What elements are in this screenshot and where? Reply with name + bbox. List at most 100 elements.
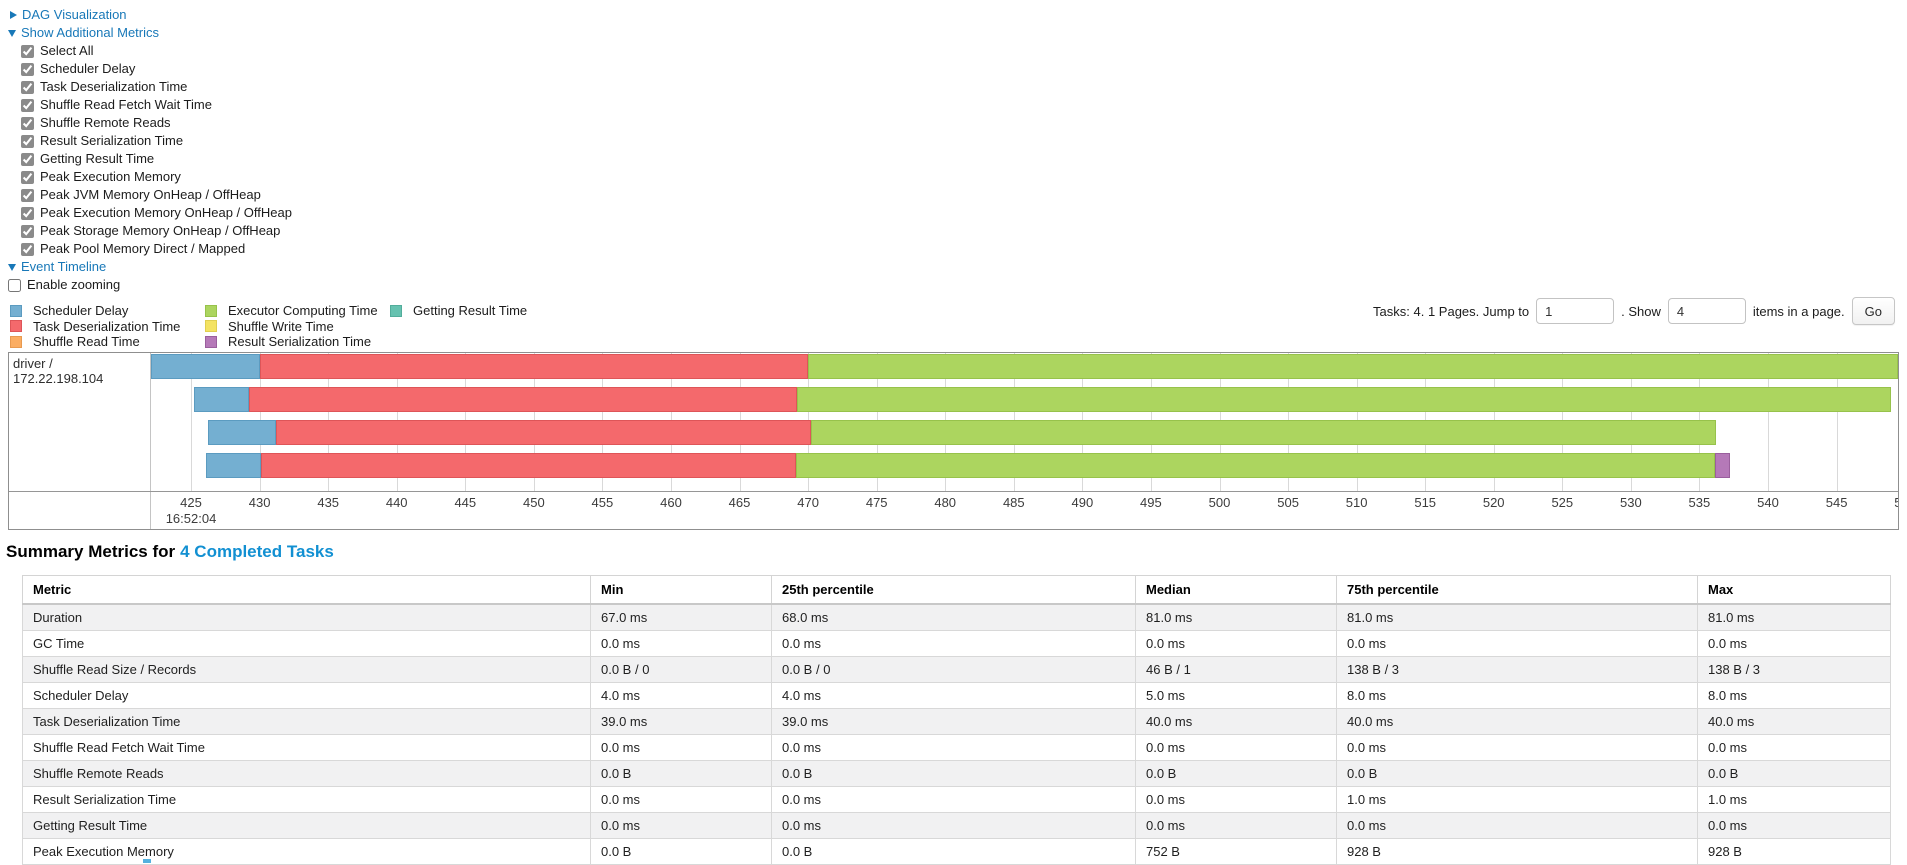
checkbox[interactable] xyxy=(21,242,34,256)
table-row: Scheduler Delay 4.0 ms 4.0 ms 5.0 ms 8.0 ms 8… xyxy=(22,682,1891,709)
dag-visualization-toggle[interactable]: DAG Visualization xyxy=(8,6,292,24)
page-size-input[interactable] xyxy=(1667,298,1746,324)
timeline-axis: 425 430 435 440 445 450 455 460 465 470 475 480 485 4… xyxy=(9,492,1898,529)
task-timeline-row xyxy=(9,354,1898,379)
metric-checkbox-task-deserialization-time[interactable]: Task Deserialization Time xyxy=(21,78,292,96)
checkbox[interactable] xyxy=(21,170,34,184)
task-segment-scheduler-delay[interactable] xyxy=(151,354,260,379)
axis-tick-label: 500 xyxy=(1208,495,1231,510)
checkbox[interactable] xyxy=(21,188,34,202)
metric-checkbox-result-serialization-time[interactable]: Result Serialization Time xyxy=(21,132,292,150)
legend-label: Shuffle Read Time xyxy=(33,334,140,349)
metric-checkbox-peak-jvm-memory-onheap-offheap[interactable]: Peak JVM Memory OnHeap / OffHeap xyxy=(21,186,292,204)
checkbox[interactable] xyxy=(21,80,34,94)
axis-tick-label: 465 xyxy=(728,495,751,510)
task-segment-task-deserialization-time[interactable] xyxy=(261,453,796,478)
checkbox[interactable] xyxy=(21,134,34,148)
chevron-down-icon xyxy=(8,263,16,271)
metric-value-cell: 0.0 ms xyxy=(771,786,1136,813)
metric-name-cell: GC Time xyxy=(22,630,591,657)
checkbox[interactable] xyxy=(21,206,34,220)
table-row: Duration 67.0 ms 68.0 ms 81.0 ms 81.0 ms 81.0… xyxy=(22,603,1891,631)
enable-zooming-checkbox[interactable]: Enable zooming xyxy=(8,276,292,294)
metric-value-cell: 0.0 ms xyxy=(590,630,772,657)
task-segment-scheduler-delay[interactable] xyxy=(207,420,277,445)
table-header-row: Metric Min 25th percentile Median 75th perce… xyxy=(22,575,1891,605)
metric-checkbox-shuffle-remote-reads[interactable]: Shuffle Remote Reads xyxy=(21,114,292,132)
metric-checkbox-label: Getting Result Time xyxy=(40,151,155,166)
metric-checkbox-label: Peak Execution Memory OnHeap / OffHeap xyxy=(40,205,292,220)
metric-value-cell: 0.0 B xyxy=(1697,760,1891,787)
partial-cutoff-element xyxy=(143,859,151,863)
metric-checkbox-label: Peak Pool Memory Direct / Mapped xyxy=(40,241,246,256)
checkbox[interactable] xyxy=(21,44,34,58)
legend-item-scheduler-delay: Scheduler Delay xyxy=(10,303,180,319)
metric-checkbox-peak-execution-memory[interactable]: Peak Execution Memory xyxy=(21,168,292,186)
checkbox[interactable] xyxy=(21,116,34,130)
task-segment-task-deserialization-time[interactable] xyxy=(248,387,798,412)
legend-label: Task Deserialization Time xyxy=(33,318,181,334)
metric-checkbox-scheduler-delay[interactable]: Scheduler Delay xyxy=(21,60,292,78)
metric-checkbox-peak-pool-memory-direct-mapped[interactable]: Peak Pool Memory Direct / Mapped xyxy=(21,240,292,258)
metric-checkbox-peak-execution-memory-onheap-offheap[interactable]: Peak Execution Memory OnHeap / OffHeap xyxy=(21,204,292,222)
metric-value-cell: 39.0 ms xyxy=(590,708,772,735)
axis-tick-label: 435 xyxy=(317,495,340,510)
task-segment-executor-computing-time[interactable] xyxy=(797,387,1892,412)
metric-value-cell: 39.0 ms xyxy=(771,708,1136,735)
metric-value-cell: 81.0 ms xyxy=(1135,603,1337,631)
summary-metrics-heading: Summary Metrics for 4 Completed Tasks xyxy=(6,542,334,562)
go-button[interactable]: Go xyxy=(1851,297,1895,325)
event-timeline-toggle[interactable]: Event Timeline xyxy=(8,258,292,276)
metric-name-cell: Shuffle Read Size / Records xyxy=(22,656,591,683)
metric-checkbox-peak-storage-memory-onheap-offheap[interactable]: Peak Storage Memory OnHeap / OffHeap xyxy=(21,222,292,240)
axis-time-base-label: 16:52:04 xyxy=(165,511,217,526)
metric-checkbox-select-all[interactable]: Select All xyxy=(21,42,292,60)
legend-item-executor-computing-time: Executor Computing Time xyxy=(205,303,378,319)
checkbox[interactable] xyxy=(21,152,34,166)
metric-checkbox-shuffle-read-fetch-wait-time[interactable]: Shuffle Read Fetch Wait Time xyxy=(21,96,292,114)
metric-value-cell: 0.0 ms xyxy=(1697,630,1891,657)
metric-value-cell: 0.0 ms xyxy=(1135,734,1337,761)
checkbox[interactable] xyxy=(21,224,34,238)
axis-tick-label: 535 xyxy=(1688,495,1711,510)
event-timeline-chart: driver / 172.22.198.104 425 430 435 440 445 4… xyxy=(8,352,1899,530)
metric-value-cell: 0.0 ms xyxy=(771,812,1136,839)
task-segment-result-serialization-time[interactable] xyxy=(1714,453,1730,478)
metric-value-cell: 0.0 B / 0 xyxy=(590,656,772,683)
metric-value-cell: 1.0 ms xyxy=(1697,786,1891,813)
metric-checkbox-label: Result Serialization Time xyxy=(40,133,184,148)
metric-value-cell: 81.0 ms xyxy=(1697,603,1891,631)
metric-value-cell: 81.0 ms xyxy=(1336,603,1698,631)
task-segment-task-deserialization-time[interactable] xyxy=(276,420,811,445)
task-timeline-row xyxy=(9,420,1898,445)
metric-checkbox-label: Task Deserialization Time xyxy=(40,79,188,94)
task-segment-task-deserialization-time[interactable] xyxy=(259,354,809,379)
checkbox[interactable] xyxy=(8,278,21,292)
timeline-plot-area xyxy=(9,353,1898,491)
legend-label: Getting Result Time xyxy=(413,303,528,318)
task-segment-scheduler-delay[interactable] xyxy=(193,387,249,412)
completed-tasks-link[interactable]: 4 Completed Tasks xyxy=(180,542,334,561)
checkbox[interactable] xyxy=(21,62,34,76)
metric-value-cell: 0.0 ms xyxy=(1336,734,1698,761)
task-segment-executor-computing-time[interactable] xyxy=(810,420,1716,445)
metric-name-cell: Scheduler Delay xyxy=(22,682,591,709)
task-segment-executor-computing-time[interactable] xyxy=(808,354,1898,379)
metric-value-cell: 0.0 ms xyxy=(1135,630,1337,657)
task-segment-executor-computing-time[interactable] xyxy=(795,453,1715,478)
task-segment-scheduler-delay[interactable] xyxy=(206,453,261,478)
metric-value-cell: 40.0 ms xyxy=(1697,708,1891,735)
show-additional-metrics-toggle[interactable]: Show Additional Metrics xyxy=(8,24,292,42)
axis-gridline xyxy=(191,353,192,491)
metric-name-cell: Getting Result Time xyxy=(22,812,591,839)
axis-tick-label: 470 xyxy=(797,495,819,510)
axis-tick-label: 475 xyxy=(865,495,888,510)
table-row: Shuffle Read Fetch Wait Time 0.0 ms 0.0 ms… xyxy=(22,734,1891,761)
jump-to-page-input[interactable] xyxy=(1536,298,1615,324)
metric-name-cell: Shuffle Remote Reads xyxy=(22,760,591,787)
axis-tick-label: 490 xyxy=(1071,495,1094,510)
shuffle-write-time-swatch-icon xyxy=(205,320,217,333)
metric-value-cell: 40.0 ms xyxy=(1336,708,1698,735)
metric-checkbox-getting-result-time[interactable]: Getting Result Time xyxy=(21,150,292,168)
checkbox[interactable] xyxy=(21,98,34,112)
